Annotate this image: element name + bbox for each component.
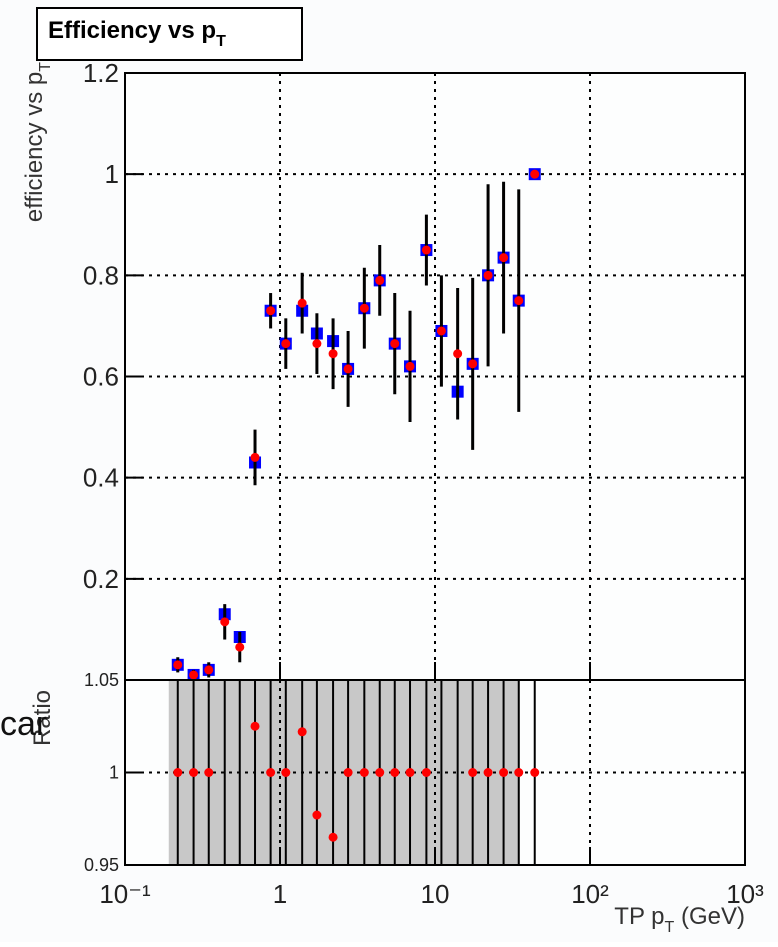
y-tick-label: 1.05	[84, 670, 119, 690]
y-tick-label: 1	[105, 159, 119, 189]
point	[204, 665, 213, 674]
point	[468, 359, 477, 368]
point	[251, 453, 260, 462]
point	[312, 339, 321, 348]
point	[312, 811, 321, 820]
x-tick-label: 10	[421, 879, 450, 909]
point	[514, 296, 523, 305]
point	[173, 660, 182, 669]
point	[406, 768, 415, 777]
point	[298, 299, 307, 308]
point	[281, 339, 290, 348]
y-tick-label: 1.2	[83, 58, 119, 88]
point	[173, 768, 182, 777]
x-tick-label: 10³	[726, 879, 764, 909]
overlay-text: car	[0, 705, 47, 743]
point	[251, 722, 260, 731]
point	[298, 727, 307, 736]
y-tick-label: 0.2	[83, 564, 119, 594]
point	[390, 339, 399, 348]
point	[499, 768, 508, 777]
x-label-main: TP p	[614, 903, 664, 930]
title-sub: T	[216, 33, 226, 50]
point	[235, 643, 244, 652]
y-tick-label: 0.6	[83, 362, 119, 392]
y-label-main: efficiency vs p	[21, 72, 48, 222]
y-tick-label: 0.4	[83, 463, 119, 493]
point	[406, 362, 415, 371]
point	[484, 768, 493, 777]
point	[344, 364, 353, 373]
point	[360, 304, 369, 313]
x-tick-label: 1	[273, 879, 287, 909]
point	[329, 349, 338, 358]
x-label-sub: T	[665, 919, 675, 936]
y-tick-label: 0.8	[83, 260, 119, 290]
title-main: Efficiency vs p	[48, 17, 216, 44]
point	[422, 768, 431, 777]
point	[530, 170, 539, 179]
point	[204, 768, 213, 777]
point	[468, 768, 477, 777]
point	[422, 246, 431, 255]
point	[499, 253, 508, 262]
point	[530, 768, 539, 777]
point	[375, 768, 384, 777]
point	[329, 833, 338, 842]
x-tick-label: 10²	[571, 879, 609, 909]
point	[484, 271, 493, 280]
point	[453, 349, 462, 358]
y-tick-label: 0.95	[84, 855, 119, 875]
y-tick-label: 1	[109, 763, 119, 783]
point	[220, 617, 229, 626]
point	[360, 768, 369, 777]
point	[189, 768, 198, 777]
point	[390, 768, 399, 777]
point	[375, 276, 384, 285]
point	[437, 326, 446, 335]
plot-area	[125, 73, 745, 680]
point	[514, 768, 523, 777]
chart: Efficiency vs pT efficiency vs pT Ratio …	[0, 0, 778, 942]
y-label-sub: T	[37, 62, 54, 72]
point	[266, 768, 275, 777]
x-tick-label: 10⁻¹	[99, 879, 151, 909]
point	[266, 306, 275, 315]
point	[344, 768, 353, 777]
point	[189, 670, 198, 679]
point	[281, 768, 290, 777]
